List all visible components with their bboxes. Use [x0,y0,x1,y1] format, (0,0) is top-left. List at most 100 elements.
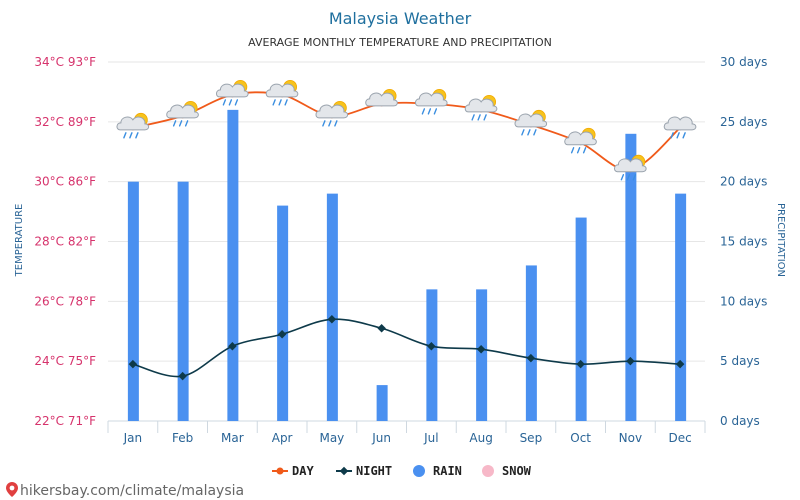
x-tick-label: Oct [570,431,591,445]
temperature-lines [128,91,685,381]
x-tick-label: Nov [619,431,642,445]
footer[interactable]: hikersbay.com/climate/malaysia [6,482,244,499]
night-point [526,353,536,363]
x-tick-label: Jul [423,431,438,445]
legend-label: DAY [292,464,314,478]
rain-drop [322,120,326,127]
rain-drop [527,129,531,136]
y-tick-label-right: 25 days [720,115,767,129]
cloud-shape [216,83,249,98]
night-point [626,356,635,366]
rain-bar [127,181,139,421]
night-point [576,359,585,369]
rain-bar [625,133,637,422]
footer-link[interactable]: hikersbay.com/climate/malaysia [20,483,244,499]
y-tick-label-left: 26°C 78°F [34,294,96,308]
cloud-shape [116,116,150,131]
legend-item-night: NIGHT [336,464,392,478]
legend-label: SNOW [502,464,532,478]
rain-bar [227,109,239,421]
rain-drop [421,108,426,115]
cloud-shape [464,98,498,113]
rain-drop [278,99,282,106]
x-tick-label: Jun [371,431,391,445]
sun-cloud-rain-icon [614,154,647,181]
rain-drop [676,132,680,139]
y-tick-label-left: 22°C 71°F [34,414,96,428]
weather-icons [116,80,697,181]
y-tick-label-left: 30°C 86°F [34,175,96,189]
rain-drop [184,120,189,127]
rain-drop [682,132,686,139]
x-tick-label: Feb [172,431,193,445]
rain-drop [582,147,587,154]
y-tick-label-right: 30 days [720,55,767,69]
y-tick-label-right: 10 days [720,294,767,308]
sun-cloud-rain-icon [265,80,299,106]
rain-drop [471,114,475,121]
y-tick-label-left: 32°C 89°F [34,115,96,129]
rain-bar [575,217,587,421]
rain-drop [272,99,276,106]
x-tick-label: May [319,431,344,445]
y-tick-label-right: 20 days [720,175,767,189]
rain-drop [328,120,332,127]
rain-drop [172,120,177,127]
rain-drop [135,132,139,139]
cloud-shape [315,104,349,119]
cloud-shape [415,92,448,107]
sun-cloud-rain-icon [315,100,349,127]
legend-marker [276,467,284,475]
rain-drop [178,120,183,127]
y-tick-label-right: 0 days [720,414,760,428]
chart-subtitle: AVERAGE MONTHLY TEMPERATURE AND PRECIPIT… [248,36,552,49]
legend-marker [413,465,425,477]
sun-cloud-rain-icon [564,127,597,154]
night-point [427,341,436,351]
rain-drop [222,99,227,106]
sun-cloud-icon [365,88,398,107]
y-tick-label-right: 5 days [720,354,760,368]
rain-drop [284,99,288,106]
legend-item-day: DAY [272,464,314,478]
location-pin-icon [6,482,18,497]
night-point [476,344,486,354]
night-point [327,315,337,324]
day-line [132,91,681,171]
rain-drop [123,132,127,139]
rain-drop [477,114,481,121]
sun-cloud-rain-icon [415,88,448,115]
rain-drop [576,147,581,154]
rain-drop [670,132,674,139]
legend-marker [339,466,349,476]
sun-cloud-rain-icon [216,80,249,106]
x-tick-label: Dec [669,431,692,445]
rain-drop [570,147,575,154]
rain-bar [177,181,189,421]
night-point [277,329,287,339]
rain-drop [632,173,637,181]
cloud-shape [663,116,697,131]
night-point [377,324,386,333]
night-point [228,341,237,351]
sun-cloud-rain-icon [166,100,199,127]
cloud-shape [265,83,299,98]
rain-drop [427,108,432,115]
rain-bar [326,193,338,421]
rain-drop [620,173,625,181]
legend-item-rain: RAIN [413,464,462,478]
cloud-rain-icon [663,116,697,139]
sun-cloud-rain-icon [116,112,150,139]
rain-bar [675,193,687,421]
y-tick-label-left: 28°C 82°F [34,235,96,249]
night-line [132,318,681,378]
x-tick-label: Mar [221,431,244,445]
cloud-shape [614,158,647,173]
sun-cloud-rain-icon [464,94,498,121]
rain-drop [483,114,487,121]
night-point [128,359,138,369]
rain-bar [426,289,438,421]
legend: DAY NIGHT RAIN SNOW [272,464,532,478]
sun-cloud-rain-icon [514,109,548,136]
